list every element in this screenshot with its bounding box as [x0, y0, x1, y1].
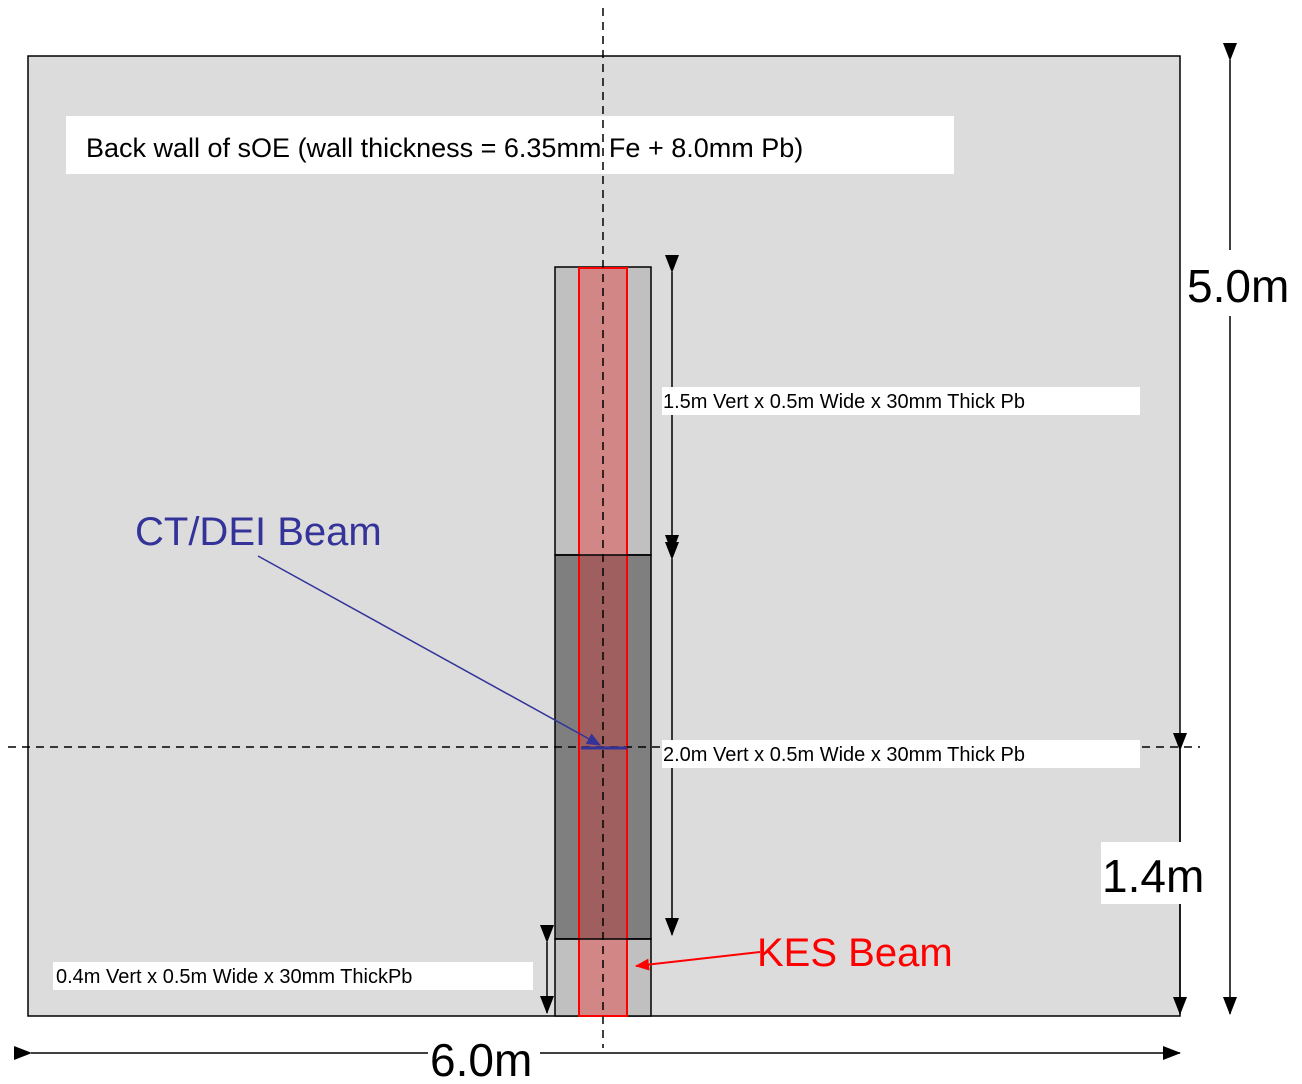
width-label-box [428, 1030, 540, 1084]
beam-height-label: 1.4m [1102, 850, 1204, 902]
middle-plate-label-box [662, 740, 1140, 768]
top-plate-label-box [662, 387, 1140, 415]
width-label: 6.0m [430, 1034, 532, 1084]
bottom-plate-label-box [53, 962, 533, 990]
ct-dei-beam-pointer [257, 555, 601, 746]
top-plate-label: 1.5m Vert x 0.5m Wide x 30mm Thick Pb [663, 391, 1025, 413]
height-label: 5.0m [1187, 260, 1289, 312]
height-label-box [1185, 250, 1300, 316]
kes-beam-pointer [635, 951, 761, 971]
kes-band-top [579, 268, 627, 555]
wall-title: Back wall of sOE (wall thickness = 6.35m… [86, 133, 803, 163]
ct-dei-beam-label: CT/DEI Beam [135, 510, 382, 554]
wall-title-box [66, 116, 954, 174]
beam-height-label-box [1101, 842, 1217, 904]
kes-beam-label: KES Beam [757, 931, 953, 975]
middle-plate-label: 2.0m Vert x 0.5m Wide x 30mm Thick Pb [663, 744, 1025, 766]
bottom-plate-label: 0.4m Vert x 0.5m Wide x 30mm ThickPb [56, 966, 412, 988]
